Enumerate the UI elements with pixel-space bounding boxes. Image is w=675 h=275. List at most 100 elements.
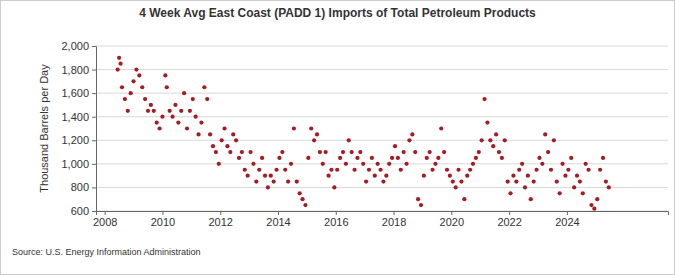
data-point <box>318 150 322 154</box>
y-axis-line <box>92 47 97 212</box>
data-point <box>376 162 380 166</box>
data-point <box>237 156 241 160</box>
data-point <box>364 179 368 183</box>
data-point <box>152 109 156 113</box>
points <box>116 56 611 211</box>
data-point <box>196 132 200 136</box>
data-point <box>396 156 400 160</box>
data-point <box>361 162 365 166</box>
data-point <box>146 109 150 113</box>
data-point <box>494 132 498 136</box>
data-point <box>129 91 133 95</box>
data-point <box>157 126 161 130</box>
y-tick-mark <box>92 70 96 71</box>
chart-frame <box>1 1 675 275</box>
data-point <box>300 197 304 201</box>
data-point <box>445 168 449 172</box>
data-point <box>511 174 515 178</box>
data-point <box>604 179 608 183</box>
data-point <box>471 162 475 166</box>
data-point <box>407 138 411 142</box>
y-tick-mark <box>92 117 96 118</box>
data-point <box>246 174 250 178</box>
data-point <box>543 132 547 136</box>
data-point <box>194 115 198 119</box>
x-tick: 2014 <box>266 211 290 228</box>
data-point <box>546 150 550 154</box>
data-point <box>399 168 403 172</box>
data-point <box>266 185 270 189</box>
data-point <box>592 207 596 211</box>
data-point <box>607 185 611 189</box>
data-point <box>272 179 276 183</box>
data-point <box>532 179 536 183</box>
data-point <box>480 138 484 142</box>
data-point <box>303 203 307 207</box>
data-point <box>347 138 351 142</box>
x-tick: 2020 <box>440 211 464 228</box>
data-point <box>581 191 585 195</box>
data-point <box>306 156 310 160</box>
data-point <box>116 67 120 71</box>
data-point <box>485 120 489 124</box>
y-axis-title: Thousand Barrels per Day <box>38 64 50 193</box>
x-tick: 2022 <box>497 211 521 228</box>
data-point <box>413 150 417 154</box>
data-point <box>448 174 452 178</box>
data-point <box>344 162 348 166</box>
data-point <box>523 185 527 189</box>
data-point <box>289 162 293 166</box>
y-tick-label: 800 <box>71 181 89 193</box>
data-point <box>520 162 524 166</box>
y-tick-label: 2,000 <box>61 40 89 52</box>
data-point <box>555 179 559 183</box>
y-tick: 800 <box>71 181 96 193</box>
x-tick-label: 2016 <box>324 216 348 228</box>
data-point <box>419 203 423 207</box>
x-tick-mark <box>451 211 452 215</box>
data-point <box>491 144 495 148</box>
data-point <box>352 168 356 172</box>
data-point <box>358 150 362 154</box>
x-tick-mark <box>278 211 279 215</box>
grid-line <box>96 140 668 141</box>
data-point <box>309 126 313 130</box>
data-point <box>191 97 195 101</box>
data-point <box>601 156 605 160</box>
data-point <box>514 179 518 183</box>
y-tick-label: 1,800 <box>61 64 89 76</box>
data-point <box>560 162 564 166</box>
data-point <box>149 103 153 107</box>
data-point <box>422 174 426 178</box>
data-point <box>598 168 602 172</box>
x-tick-label: 2014 <box>266 216 290 228</box>
data-point <box>324 150 328 154</box>
x-tick-label: 2020 <box>440 216 464 228</box>
y-tick: 1,200 <box>61 134 96 146</box>
data-point <box>312 138 316 142</box>
x-tick-label: 2022 <box>497 216 521 228</box>
data-point <box>292 126 296 130</box>
data-point <box>234 138 238 142</box>
data-point <box>569 156 573 160</box>
data-point <box>220 138 224 142</box>
data-point <box>430 168 434 172</box>
data-point <box>390 156 394 160</box>
x-tick-label: 2018 <box>382 216 406 228</box>
data-point <box>120 85 124 89</box>
x-tick-label: 2024 <box>555 216 579 228</box>
data-point <box>534 168 538 172</box>
data-point <box>439 126 443 130</box>
data-point <box>295 179 299 183</box>
data-point <box>137 73 141 77</box>
data-point <box>549 168 553 172</box>
grid-line <box>96 46 668 47</box>
data-point <box>332 185 336 189</box>
x-tick-mark <box>105 211 106 215</box>
data-point <box>468 168 472 172</box>
data-point <box>243 168 247 172</box>
x-tick: 2012 <box>208 211 232 228</box>
data-point <box>537 156 541 160</box>
data-point <box>280 150 284 154</box>
x-tick-mark <box>509 211 510 215</box>
